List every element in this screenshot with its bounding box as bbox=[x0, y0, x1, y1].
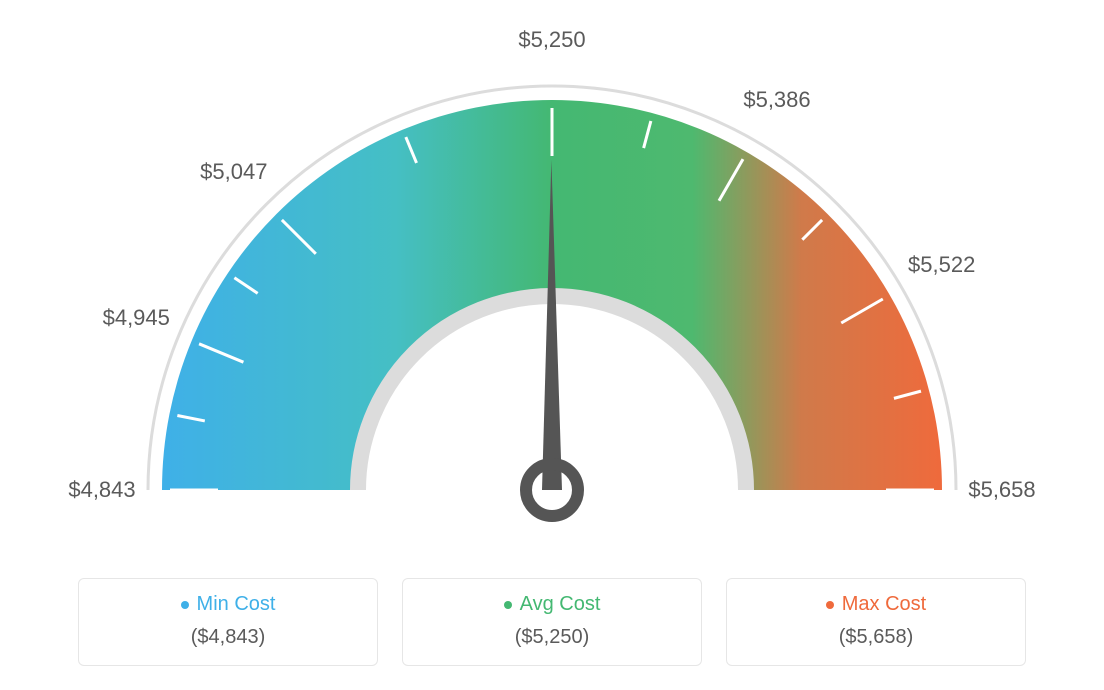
cost-gauge-chart: $4,843 $4,945 $5,047 $5,250 $5,386 $5,522 $5,6… bbox=[0, 0, 1104, 690]
legend-row: Min Cost ($4,843) Avg Cost ($5,250) Max … bbox=[0, 578, 1104, 666]
dot-icon bbox=[181, 601, 189, 609]
legend-card-max: Max Cost ($5,658) bbox=[726, 578, 1026, 666]
gauge-tick-label: $5,522 bbox=[908, 252, 975, 278]
gauge-tick-label: $5,386 bbox=[743, 87, 810, 113]
legend-card-min: Min Cost ($4,843) bbox=[78, 578, 378, 666]
dot-icon bbox=[826, 601, 834, 609]
legend-title-text: Avg Cost bbox=[520, 593, 601, 616]
legend-title-text: Min Cost bbox=[197, 593, 276, 616]
legend-value-avg: ($5,250) bbox=[423, 626, 681, 649]
gauge-tick-label: $5,047 bbox=[200, 159, 267, 185]
dot-icon bbox=[504, 601, 512, 609]
legend-card-avg: Avg Cost ($5,250) bbox=[402, 578, 702, 666]
legend-title-max: Max Cost bbox=[826, 593, 926, 616]
gauge-tick-label: $5,658 bbox=[968, 477, 1035, 503]
gauge-tick-label: $5,250 bbox=[518, 27, 585, 53]
legend-value-min: ($4,843) bbox=[99, 626, 357, 649]
legend-value-max: ($5,658) bbox=[747, 626, 1005, 649]
legend-title-min: Min Cost bbox=[181, 593, 276, 616]
gauge-area: $4,843 $4,945 $5,047 $5,250 $5,386 $5,522 $5,6… bbox=[0, 0, 1104, 560]
legend-title-text: Max Cost bbox=[842, 593, 926, 616]
gauge-svg bbox=[0, 0, 1104, 560]
gauge-tick-label: $4,843 bbox=[68, 477, 135, 503]
legend-title-avg: Avg Cost bbox=[504, 593, 601, 616]
gauge-tick-label: $4,945 bbox=[103, 305, 170, 331]
